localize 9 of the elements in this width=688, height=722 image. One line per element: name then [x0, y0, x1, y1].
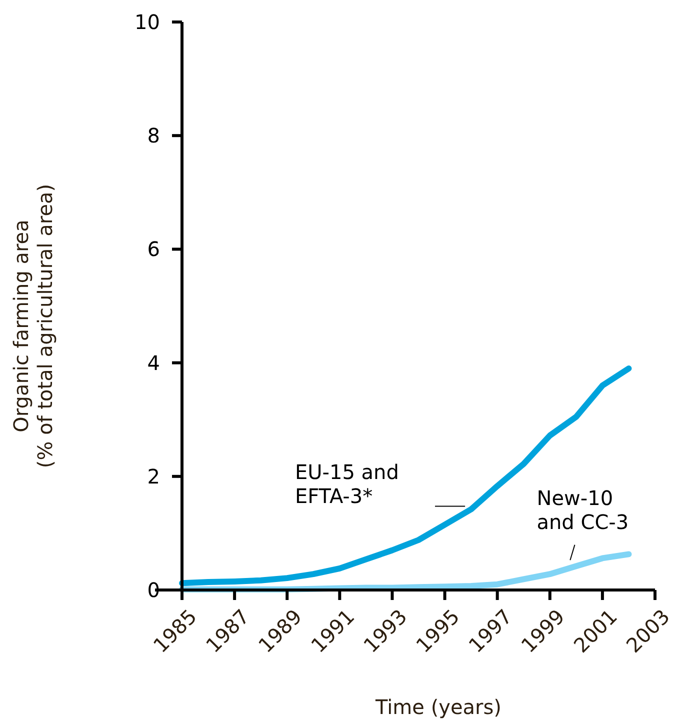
- y-tick-label: 6: [147, 237, 160, 262]
- y-axis-title: Organic farming area (% of total agricultural area): [9, 184, 57, 468]
- y-tick-label: 8: [147, 124, 160, 148]
- y-tick-label: 2: [147, 464, 160, 488]
- y-tick-label: 4: [147, 350, 160, 375]
- series-label: EU-15 and EFTA-3*: [294, 460, 399, 508]
- series-label: New-10 and CC-3: [536, 486, 629, 534]
- x-axis-title: Time (years): [374, 695, 502, 719]
- y-tick-label: 10: [134, 10, 160, 34]
